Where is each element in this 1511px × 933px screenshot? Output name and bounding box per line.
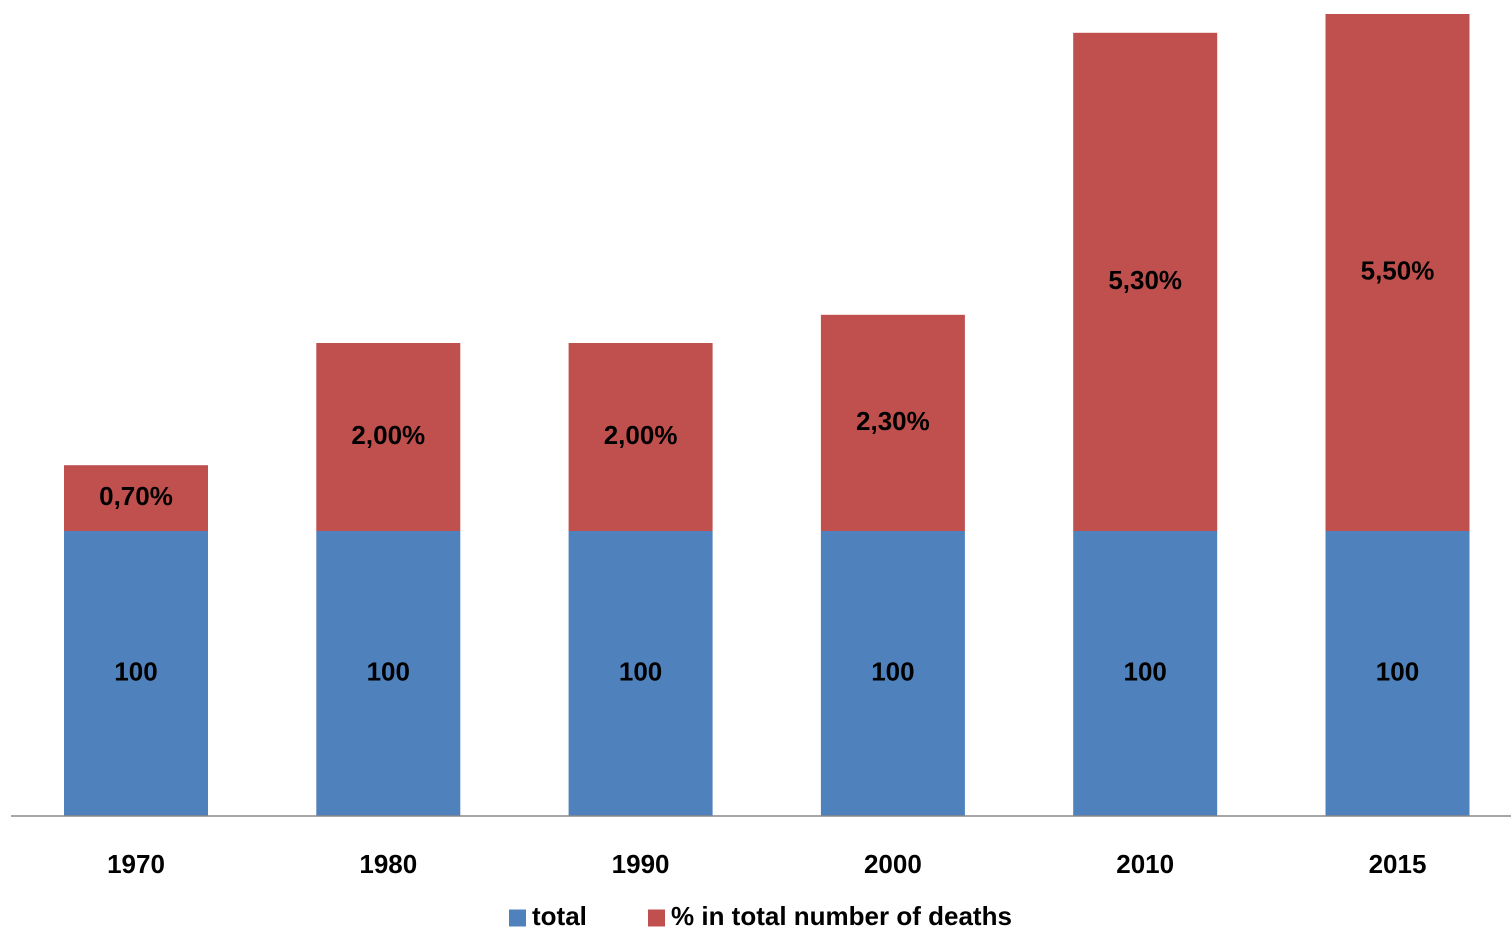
- data-label-total-2015: 100: [1376, 656, 1419, 686]
- x-tick-label-1990: 1990: [612, 849, 670, 879]
- bar-deaths-pct-1990: [568, 343, 713, 531]
- bar-total-1970: [64, 531, 208, 816]
- legend-label-deaths-pct: % in total number of deaths: [671, 901, 1012, 931]
- data-label-deaths-pct-1970: 0,70%: [99, 481, 173, 511]
- bars-layer: [64, 14, 1470, 816]
- data-label-deaths-pct-1980: 2,00%: [351, 420, 425, 450]
- x-tick-label-2010: 2010: [1116, 849, 1174, 879]
- data-label-deaths-pct-1990: 2,00%: [604, 420, 678, 450]
- x-tick-labels: 1970 1980 1990 2000 2010 2015: [107, 849, 1426, 879]
- bar-deaths-pct-2010: [1073, 32, 1218, 532]
- bar-deaths-pct-1980: [316, 343, 461, 531]
- bar-total-2010: [1073, 531, 1218, 816]
- bar-total-2015: [1325, 531, 1470, 816]
- legend-label-total: total: [532, 901, 587, 931]
- bar-total-1990: [568, 531, 713, 816]
- legend-swatch-total: [509, 909, 526, 927]
- bar-deaths-pct-2000: [820, 314, 965, 531]
- data-label-deaths-pct-2010: 5,30%: [1108, 265, 1182, 295]
- data-label-total-1970: 100: [114, 656, 157, 686]
- data-label-deaths-pct-2015: 5,50%: [1361, 255, 1435, 285]
- legend-swatch-deaths-pct: [648, 909, 665, 927]
- data-label-total-2000: 100: [871, 656, 914, 686]
- data-label-deaths-pct-2000: 2,30%: [856, 406, 930, 436]
- bar-total-2000: [820, 531, 965, 816]
- bar-deaths-pct-2015: [1325, 14, 1470, 531]
- data-label-total-1980: 100: [367, 656, 410, 686]
- x-tick-label-2015: 2015: [1369, 849, 1427, 879]
- data-label-total-2010: 100: [1124, 656, 1167, 686]
- bar-deaths-pct-1970: [64, 465, 208, 531]
- x-tick-label-1970: 1970: [107, 849, 165, 879]
- x-tick-label-2000: 2000: [864, 849, 922, 879]
- bar-total-1980: [316, 531, 461, 816]
- data-labels-layer: 100 0,70% 100 2,00% 100 2,00% 100 2,30% 100 5,30%…: [99, 255, 1434, 686]
- data-label-total-1990: 100: [619, 656, 662, 686]
- legend: total % in total number of deaths: [509, 901, 1012, 931]
- x-tick-label-1980: 1980: [359, 849, 417, 879]
